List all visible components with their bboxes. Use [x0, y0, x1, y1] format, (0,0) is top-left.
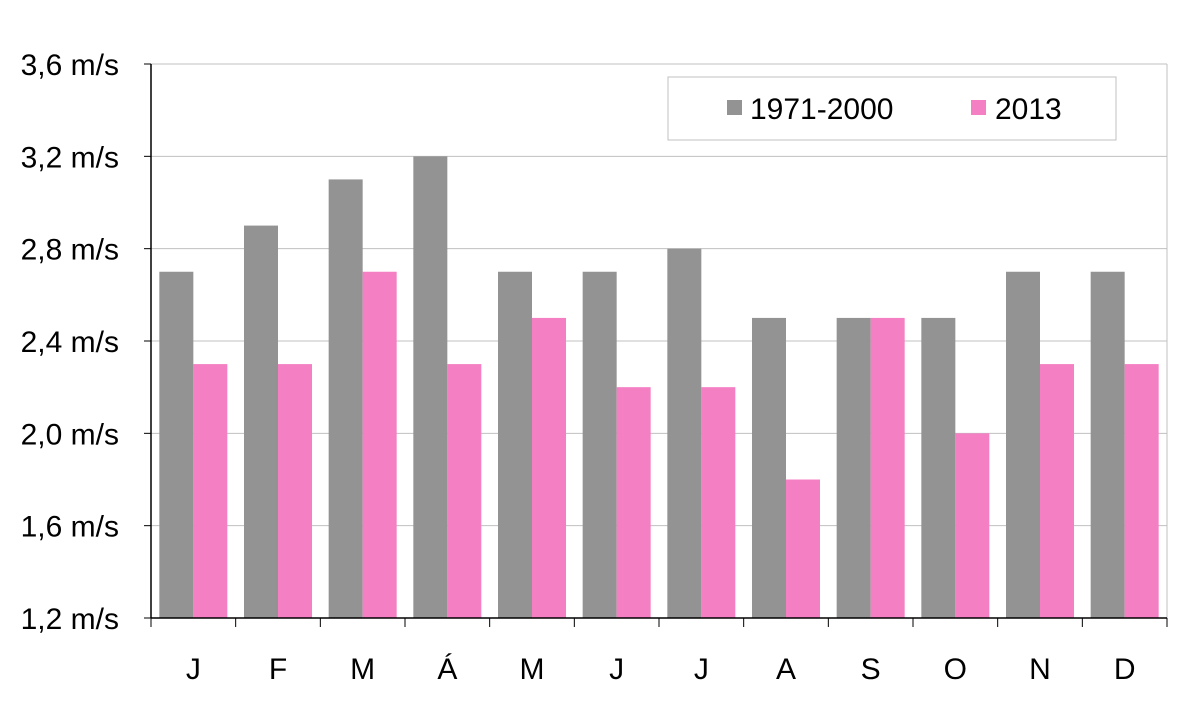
- bar-1971-2000-7: [667, 248, 702, 618]
- x-tick-label: D: [1114, 653, 1136, 686]
- bar-2013-8: [786, 479, 820, 618]
- x-tick-label: M: [350, 653, 375, 686]
- y-tick-label: 1,6 m/s: [21, 511, 119, 544]
- bar-2013-4: [447, 364, 482, 618]
- legend-box: [667, 76, 1117, 141]
- bar-2013-9: [870, 317, 905, 618]
- legend-label-1971-2000: 1971-2000: [750, 93, 893, 126]
- bar-2013-11: [1040, 364, 1074, 618]
- y-tick-label: 2,0 m/s: [21, 418, 119, 451]
- bar-1971-2000-6: [582, 271, 617, 618]
- bar-2013-10: [955, 433, 990, 618]
- y-tick-label: 3,2 m/s: [21, 141, 119, 174]
- bar-1971-2000-10: [921, 317, 956, 618]
- x-tick-label: N: [1029, 653, 1051, 686]
- bar-1971-2000-3: [328, 179, 363, 618]
- bar-2013-2: [278, 364, 312, 618]
- axes: [150, 63, 1168, 627]
- bar-2013-12: [1124, 364, 1159, 618]
- y-tick-label: 1,2 m/s: [21, 603, 119, 636]
- x-tick-label: J: [186, 653, 201, 686]
- bar-2013-5: [532, 317, 566, 618]
- x-tick-label: J: [694, 653, 709, 686]
- y-tick-labels: 1,2 m/s 1,6 m/s 2,0 m/s 2,4 m/s 2,8 m/s 3,2 m…: [21, 49, 119, 636]
- x-tick-label: O: [944, 653, 967, 686]
- bar-2013-1: [193, 364, 228, 618]
- bar-2013-6: [616, 387, 651, 618]
- x-tick-label: S: [861, 653, 881, 686]
- bar-1971-2000-11: [1006, 271, 1040, 618]
- bar-2013-3: [362, 271, 397, 618]
- y-tick-label: 2,8 m/s: [21, 234, 119, 267]
- bar-2013-7: [701, 387, 736, 618]
- bar-1971-2000-9: [836, 317, 871, 618]
- y-tick-label: 3,6 m/s: [21, 49, 119, 82]
- legend-swatch-1971-2000: [727, 100, 742, 115]
- y-tick-label: 2,4 m/s: [21, 326, 119, 359]
- legend-label-2013: 2013: [995, 93, 1062, 126]
- x-tick-label: M: [520, 653, 545, 686]
- bar-1971-2000-1: [159, 271, 194, 618]
- legend-swatch-2013: [971, 100, 986, 115]
- x-tick-label: F: [269, 653, 287, 686]
- x-tick-label: A: [776, 653, 796, 686]
- bar-1971-2000-12: [1090, 271, 1125, 618]
- legend: 1971-2000 2013: [667, 76, 1117, 141]
- x-tick-label: J: [609, 653, 624, 686]
- x-tick-label: Á: [437, 653, 457, 686]
- bar-1971-2000-4: [413, 156, 448, 619]
- bar-1971-2000-2: [244, 225, 278, 619]
- bars: [159, 156, 1159, 619]
- bar-1971-2000-8: [752, 317, 786, 618]
- bar-1971-2000-5: [498, 271, 532, 618]
